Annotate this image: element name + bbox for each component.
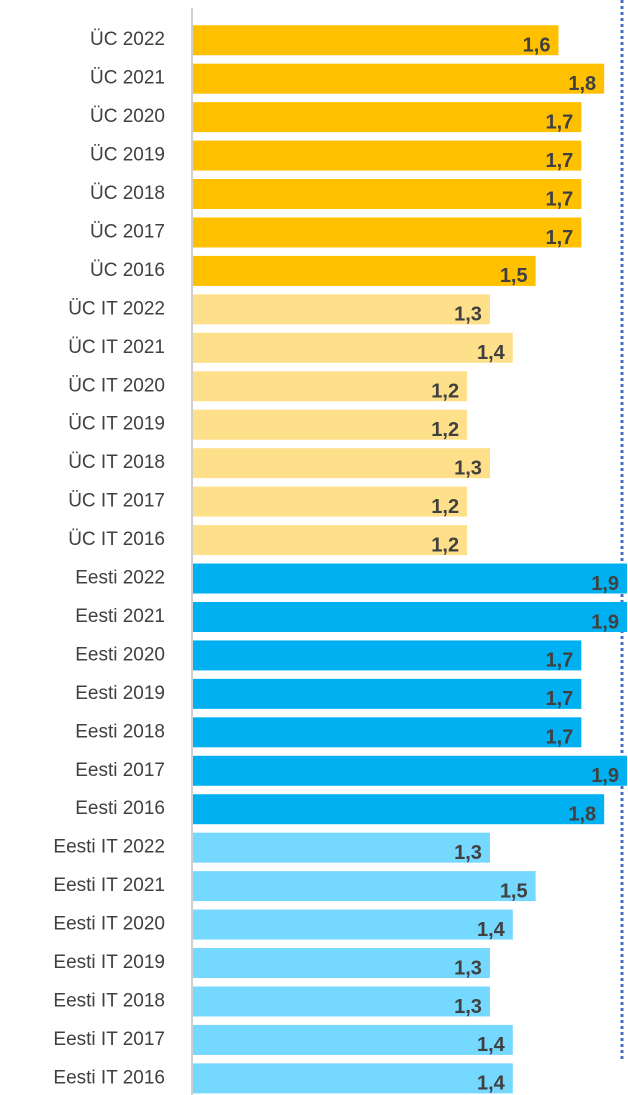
data-label: 1,7 (546, 688, 574, 710)
y-tick-label: ÜC IT 2019 (68, 414, 165, 435)
data-label: 1,4 (477, 919, 506, 941)
bar (193, 986, 490, 1017)
y-tick-label: ÜC 2020 (90, 106, 165, 127)
bar (193, 717, 582, 748)
data-label: 1,9 (591, 573, 619, 595)
y-tick-label: Eesti IT 2019 (53, 952, 165, 973)
bar (193, 255, 536, 286)
y-tick-label: ÜC IT 2022 (68, 298, 165, 319)
bar (193, 409, 468, 440)
y-tick-label: Eesti 2018 (75, 721, 165, 742)
bar (193, 678, 582, 709)
bar (193, 63, 605, 94)
bar (193, 601, 627, 632)
y-tick-label: Eesti IT 2022 (53, 837, 165, 858)
data-label: 1,7 (546, 111, 574, 133)
data-label: 1,3 (454, 457, 482, 479)
data-label: 1,7 (546, 188, 574, 210)
bar (193, 102, 582, 133)
y-tick-label: ÜC 2016 (90, 260, 165, 281)
y-tick-label: ÜC IT 2020 (68, 375, 165, 396)
bar (193, 486, 468, 517)
y-tick-label: Eesti 2021 (75, 606, 165, 627)
bar (193, 755, 627, 786)
bar (193, 332, 513, 363)
data-label: 1,7 (546, 650, 574, 672)
data-label: 1,3 (454, 996, 482, 1018)
data-label: 1,9 (591, 611, 619, 633)
bar (193, 25, 559, 56)
y-tick-label: Eesti IT 2018 (53, 990, 165, 1011)
y-tick-label: Eesti 2017 (75, 760, 165, 781)
bar (193, 832, 490, 863)
bar (193, 140, 582, 171)
y-tick-label: ÜC IT 2021 (68, 337, 165, 358)
y-tick-label: ÜC 2018 (90, 183, 165, 204)
y-tick-label: Eesti 2016 (75, 798, 165, 819)
bar (193, 179, 582, 210)
bar (193, 1024, 513, 1055)
y-tick-label: Eesti 2020 (75, 644, 165, 665)
data-label: 1,2 (431, 419, 459, 441)
y-tick-label: Eesti IT 2021 (53, 875, 165, 896)
y-tick-label: ÜC 2021 (90, 68, 165, 89)
data-label: 1,2 (431, 534, 459, 556)
y-tick-label: ÜC 2017 (90, 221, 165, 242)
data-label: 1,3 (454, 842, 482, 864)
y-tick-label: ÜC 2019 (90, 145, 165, 166)
y-tick-label: Eesti 2022 (75, 568, 165, 589)
data-label: 1,4 (477, 342, 506, 364)
y-tick-label: ÜC IT 2018 (68, 452, 165, 473)
data-label: 1,8 (568, 73, 596, 95)
y-tick-label: ÜC 2022 (90, 29, 165, 50)
y-tick-label: ÜC IT 2017 (68, 491, 165, 512)
bar (193, 909, 513, 940)
bar (193, 563, 627, 594)
y-tick-label: ÜC IT 2016 (68, 529, 165, 550)
data-label: 1,9 (591, 765, 619, 787)
data-label: 1,7 (546, 150, 574, 172)
bar (193, 1063, 513, 1094)
data-label: 1,2 (431, 496, 459, 518)
y-tick-label: Eesti IT 2020 (53, 914, 165, 935)
data-label: 1,5 (500, 265, 528, 287)
bar (193, 525, 468, 556)
bar (193, 871, 536, 902)
bar (193, 448, 490, 479)
bar (193, 794, 605, 825)
data-label: 1,7 (546, 227, 574, 249)
bar (193, 294, 490, 325)
data-label: 1,8 (568, 804, 596, 826)
bar (193, 217, 582, 248)
y-tick-label: Eesti 2019 (75, 683, 165, 704)
bar (193, 371, 468, 402)
y-tick-label: Eesti IT 2017 (53, 1029, 165, 1050)
data-label: 1,3 (454, 304, 482, 326)
bar (193, 948, 490, 979)
y-tick-label: Eesti IT 2016 (53, 1067, 165, 1088)
data-label: 1,7 (546, 727, 574, 749)
data-label: 1,4 (477, 1073, 506, 1095)
data-label: 1,6 (523, 35, 551, 57)
data-label: 1,5 (500, 880, 528, 902)
bar (193, 640, 582, 671)
data-label: 1,4 (477, 1034, 506, 1056)
data-label: 1,3 (454, 957, 482, 979)
data-label: 1,2 (431, 381, 459, 403)
